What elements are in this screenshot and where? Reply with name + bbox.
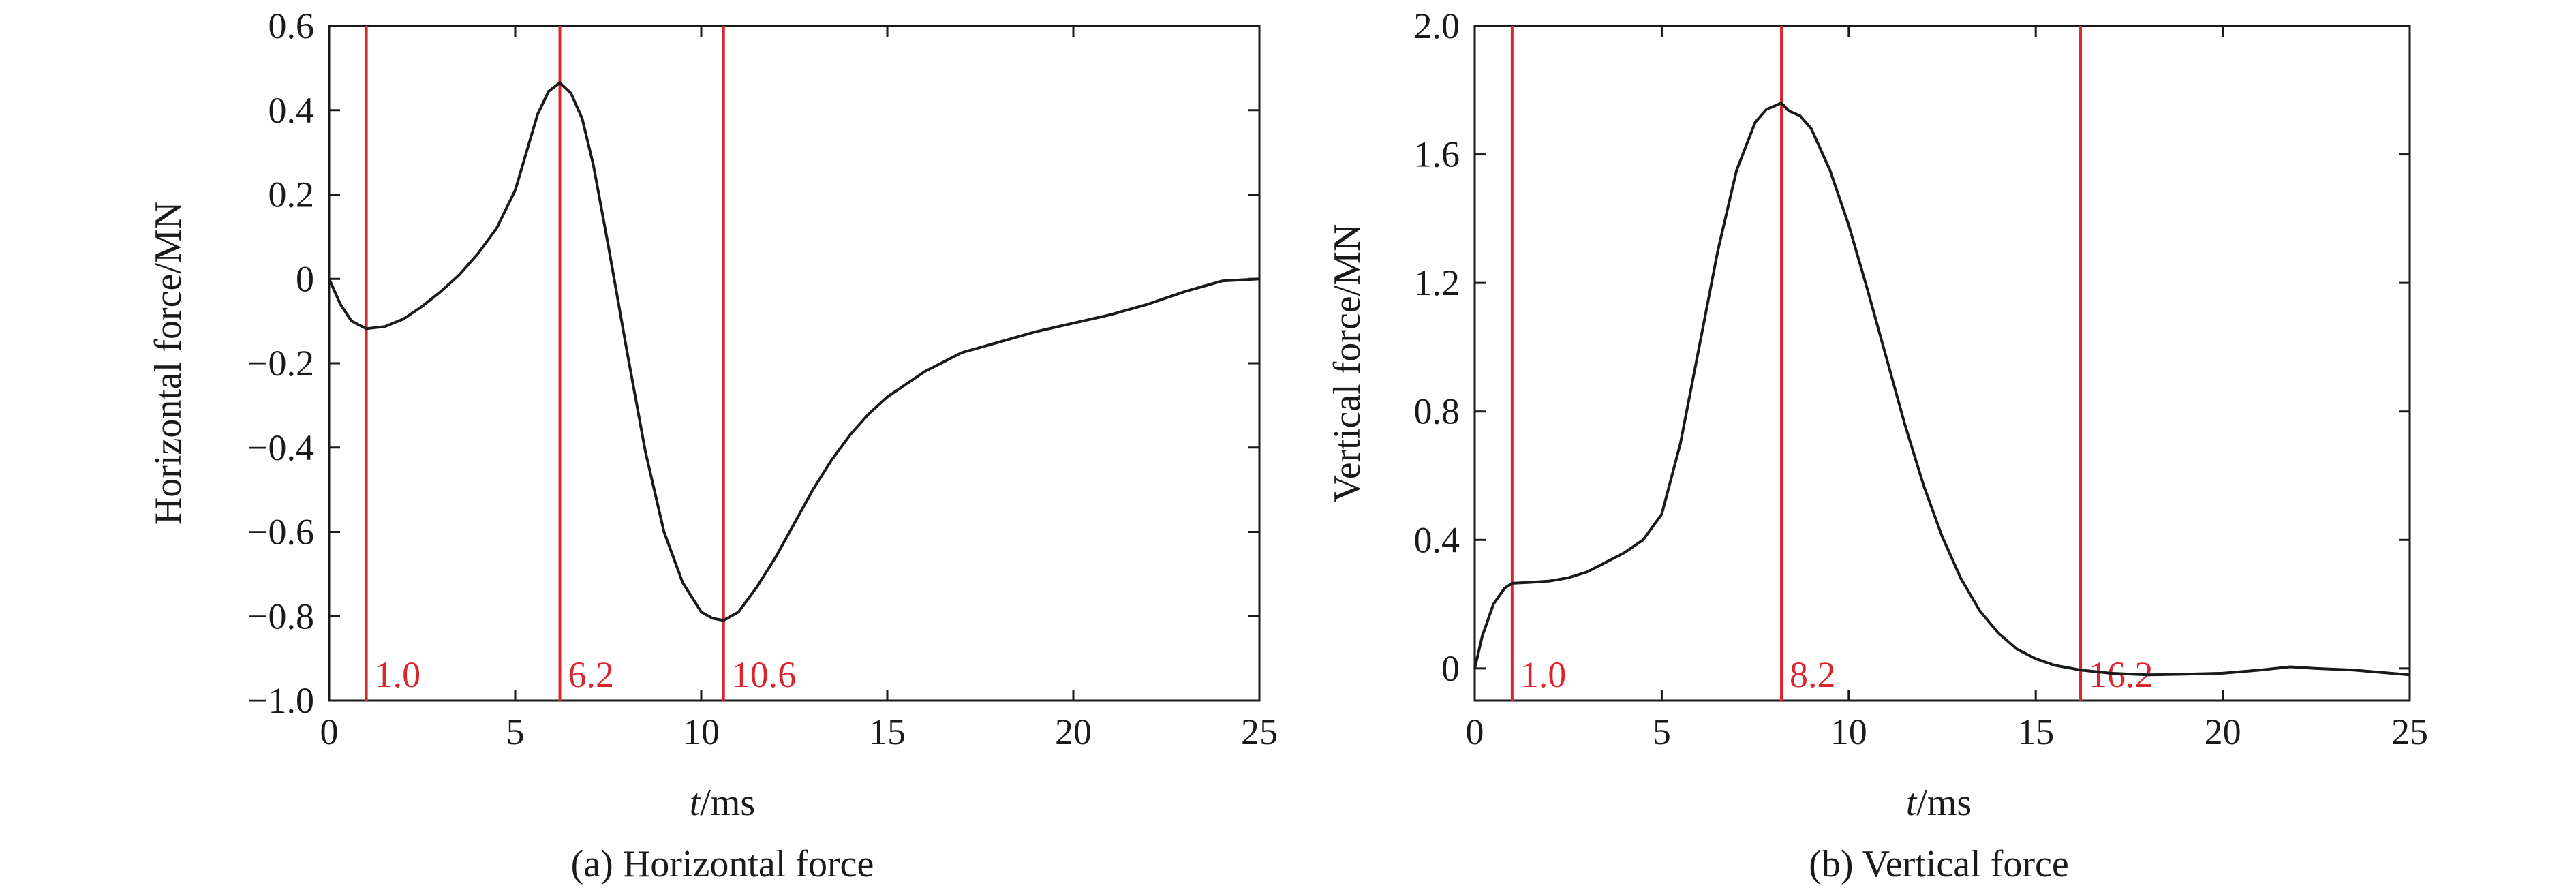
x-tick-label: 0 — [320, 711, 339, 752]
x-tick-label: 0 — [1466, 711, 1484, 752]
x-axis-label-unit: /ms — [700, 782, 755, 824]
x-tick-label: 5 — [506, 711, 525, 752]
marker-label: 8.2 — [1790, 654, 1836, 695]
x-tick-label: 15 — [2017, 711, 2054, 752]
plot-frame — [1473, 25, 2411, 702]
y-tick-label: 0.6 — [269, 5, 315, 46]
marker-label: 1.0 — [375, 654, 421, 695]
panel-caption: (a) Horizontal force — [571, 843, 874, 885]
x-tick-label: 20 — [1055, 711, 1092, 752]
y-tick-label: −1.0 — [247, 680, 314, 721]
y-axis-label: Vertical force/MN — [1326, 224, 1368, 503]
y-tick-label: 0 — [296, 258, 314, 299]
y-tick-label: 0.2 — [269, 174, 315, 215]
y-tick-label: 0.4 — [269, 90, 315, 131]
y-tick-label: −0.2 — [247, 343, 314, 384]
marker-label: 1.0 — [1520, 654, 1567, 695]
y-tick-label: 0 — [1441, 648, 1460, 689]
y-tick-label: 0.8 — [1414, 391, 1460, 432]
x-axis-label-variable: t — [690, 782, 701, 824]
x-tick-label: 20 — [2205, 711, 2241, 752]
x-axis-label: t/ms — [690, 782, 755, 824]
x-axis-label: t/ms — [1906, 782, 1972, 824]
y-tick-label: −0.6 — [247, 512, 314, 553]
y-tick-label: 0.4 — [1414, 519, 1460, 560]
x-tick-label: 25 — [1241, 711, 1278, 752]
x-axis-label-unit: /ms — [1916, 782, 1972, 824]
y-tick-label: 2.0 — [1414, 5, 1460, 46]
x-tick-label: 25 — [2391, 711, 2428, 752]
marker-label: 6.2 — [568, 654, 615, 695]
panel-caption: (b) Vertical force — [1809, 843, 2068, 885]
x-tick-label: 10 — [1830, 711, 1867, 752]
y-axis-label: Horizontal force/MN — [147, 202, 189, 525]
y-tick-label: −0.4 — [247, 427, 314, 468]
panel-a-horizontal-force: 0 5 10 15 20 25 −1.0 −0.8 −0.6 −0.4 −0.2 0 0.2 0.4 0.6… — [147, 5, 1278, 885]
series-line — [1473, 102, 2410, 677]
y-tick-label: −0.8 — [247, 596, 314, 636]
marker-label: 10.6 — [732, 654, 797, 695]
x-tick-label: 5 — [1653, 711, 1671, 752]
plot-frame — [328, 25, 1261, 702]
y-tick-label: 1.6 — [1414, 134, 1460, 175]
y-tick-label: 1.2 — [1414, 262, 1460, 303]
x-tick-label: 15 — [869, 711, 906, 752]
x-tick-label: 10 — [683, 711, 720, 752]
x-axis-label-variable: t — [1906, 782, 1918, 824]
series-line — [328, 81, 1260, 622]
